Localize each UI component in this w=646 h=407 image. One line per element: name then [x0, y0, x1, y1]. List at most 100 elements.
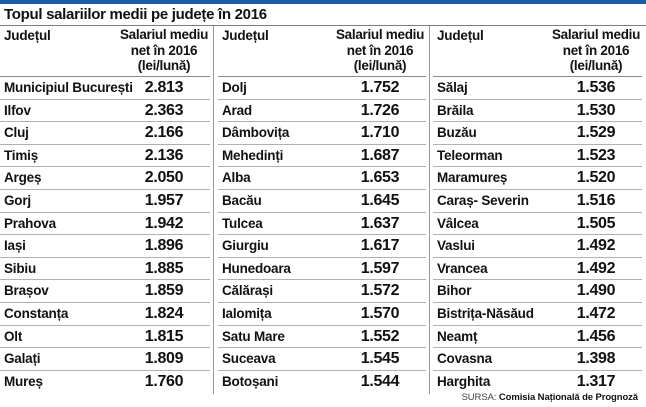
- salary-value: 1.456: [576, 327, 616, 345]
- salary-value: 1.957: [144, 191, 184, 209]
- salary-value: 1.317: [576, 372, 616, 390]
- county-name: Teleorman: [437, 147, 503, 163]
- salary-header-line: (lei/lună): [137, 58, 191, 73]
- salary-value: 1.505: [576, 214, 616, 232]
- salary-value: 1.552: [360, 327, 400, 345]
- table-row: Argeș 2.050: [0, 166, 210, 189]
- salary-value: 1.516: [576, 191, 616, 209]
- county-name: Suceava: [222, 351, 276, 367]
- county-name: Harghita: [437, 373, 491, 389]
- table-column-2: Județul Salariul mediu net în 2016 (lei/…: [218, 26, 426, 391]
- county-name: Caraș- Severin: [437, 192, 529, 208]
- county-name: Sibiu: [4, 260, 36, 276]
- salary-value: 1.645: [360, 191, 400, 209]
- salary-value: 1.687: [360, 146, 400, 164]
- table-column-1: Județul Salariul mediu net în 2016 (lei/…: [0, 26, 210, 391]
- county-name: Bistrița-Năsăud: [437, 305, 534, 321]
- table-row: Prahova 1.942: [0, 211, 210, 235]
- salary-value: 1.597: [360, 259, 400, 277]
- table-row: Giurgiu 1.617: [218, 234, 426, 257]
- salary-value: 2.166: [144, 124, 184, 142]
- county-name: Vrancea: [437, 260, 488, 276]
- county-name: Mehedinți: [222, 147, 284, 163]
- table-row: Harghita 1.317: [433, 369, 642, 393]
- table-row: Olt 1.815: [0, 324, 210, 348]
- table-row: Municipiul București 2.813: [0, 76, 210, 99]
- table-rows: Dolj 1.752 Arad 1.726 Dâmbovița 1.710 Mehedinț…: [218, 76, 426, 392]
- county-name: Cluj: [4, 125, 29, 141]
- table-row: Teleorman 1.523: [433, 143, 642, 167]
- salary-header: Salariul mediu net în 2016 (lei/lună): [550, 27, 642, 74]
- table-rows: Municipiul București 2.813 Ilfov 2.363 Cluj 2…: [0, 76, 210, 392]
- salary-header-line: net în 2016: [562, 42, 630, 58]
- salary-header-line: (lei/lună): [569, 58, 623, 73]
- salary-value: 1.942: [144, 214, 184, 232]
- table-row: Brăila 1.530: [433, 98, 642, 122]
- table-row: Satu Mare 1.552: [218, 324, 426, 348]
- county-name: Timiș: [4, 147, 39, 163]
- county-name: Brașov: [4, 283, 49, 299]
- salary-value: 1.529: [576, 124, 616, 142]
- source-note: SURSA: Comisia Națională de Prognoză: [462, 392, 639, 403]
- county-name: Sălaj: [437, 80, 468, 95]
- table-row: Mureș 1.760: [0, 369, 210, 393]
- table-rows: Sălaj 1.536 Brăila 1.530 Buzău 1.529 Teleorman…: [433, 76, 642, 392]
- county-name: Argeș: [4, 170, 42, 186]
- salary-value: 1.760: [144, 372, 184, 390]
- county-name: Olt: [4, 328, 23, 344]
- county-name: Brăila: [437, 102, 474, 118]
- column-header: Județul Salariul mediu net în 2016 (lei/…: [218, 26, 426, 76]
- county-name: Mureș: [4, 373, 43, 389]
- salary-value: 1.815: [144, 327, 184, 345]
- table-row: Sălaj 1.536: [433, 76, 642, 99]
- table-row: Galați 1.809: [0, 347, 210, 370]
- table-row: Gorj 1.957: [0, 188, 210, 212]
- salary-value: 2.136: [144, 146, 184, 164]
- county-name: Bacău: [222, 192, 262, 208]
- table-row: Vâlcea 1.505: [433, 211, 642, 235]
- table-row: Călărași 1.572: [218, 279, 426, 302]
- salary-header: Salariul mediu net în 2016 (lei/lună): [118, 27, 210, 74]
- county-name: Vâlcea: [437, 215, 479, 231]
- table-column-3: Județul Salariul mediu net în 2016 (lei/…: [433, 26, 642, 391]
- salary-value: 1.536: [576, 79, 616, 96]
- county-name: Dolj: [222, 80, 247, 95]
- salary-value: 1.572: [360, 282, 400, 300]
- salary-header-line: Salariul mediu: [335, 27, 425, 42]
- table-row: Ilfov 2.363: [0, 98, 210, 122]
- county-name: Bihor: [437, 283, 472, 299]
- salary-value: 1.885: [144, 259, 184, 277]
- table-row: Tulcea 1.637: [218, 211, 426, 235]
- salary-value: 1.726: [360, 101, 400, 119]
- salary-value: 1.637: [360, 214, 400, 232]
- salary-header-line: net în 2016: [130, 42, 198, 58]
- column-header: Județul Salariul mediu net în 2016 (lei/…: [433, 26, 642, 76]
- county-name: Constanța: [4, 305, 69, 321]
- salary-value: 2.363: [144, 101, 184, 119]
- table-row: Ialomița 1.570: [218, 301, 426, 325]
- title-divider: [0, 25, 646, 26]
- table-row: Neamț 1.456: [433, 324, 642, 348]
- table-row: Dolj 1.752: [218, 76, 426, 99]
- county-name: Vaslui: [437, 238, 475, 254]
- salary-value: 1.492: [576, 237, 616, 255]
- table-row: Alba 1.653: [218, 166, 426, 189]
- county-header: Județul: [4, 28, 51, 43]
- salary-value: 1.617: [360, 237, 400, 255]
- table-row: Brașov 1.859: [0, 279, 210, 302]
- county-name: Galați: [4, 351, 41, 367]
- salary-header-line: Salariul mediu: [551, 27, 641, 42]
- table-row: Caraș- Severin 1.516: [433, 188, 642, 212]
- county-name: Neamț: [437, 328, 478, 344]
- salary-value: 1.544: [360, 372, 400, 390]
- county-name: Municipiul București: [4, 80, 133, 95]
- top-accent-bar: [0, 0, 646, 4]
- salary-value: 1.520: [576, 169, 616, 187]
- table-row: Iași 1.896: [0, 234, 210, 257]
- salary-header-line: (lei/lună): [353, 58, 407, 73]
- salary-value: 1.490: [576, 282, 616, 300]
- table-row: Maramureș 1.520: [433, 166, 642, 189]
- salary-value: 1.545: [360, 350, 400, 368]
- table-row: Timiș 2.136: [0, 143, 210, 167]
- column-divider: [429, 26, 430, 394]
